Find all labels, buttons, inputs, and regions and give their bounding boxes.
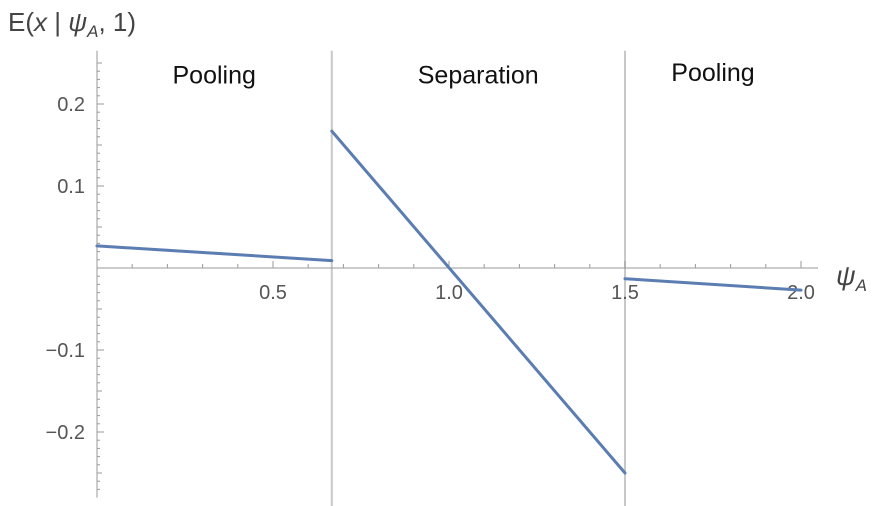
region-label-3: Pooling bbox=[671, 59, 754, 87]
x-axis-label: ψA bbox=[836, 261, 867, 295]
x-tick-label: 1.5 bbox=[611, 282, 639, 304]
series-line-1 bbox=[95, 244, 334, 263]
y-tick-label: −0.2 bbox=[46, 422, 85, 444]
y-tick-label: 0.1 bbox=[57, 176, 85, 198]
x-tick-label: 1.0 bbox=[435, 282, 463, 304]
x-tick-label: 0.5 bbox=[259, 282, 287, 304]
series-line-2 bbox=[330, 129, 627, 475]
region-label-2: Separation bbox=[418, 62, 539, 90]
region-label-1: Pooling bbox=[173, 62, 256, 90]
x-tick-label: 2.0 bbox=[787, 282, 815, 304]
y-axis-label: E(x | ψA, 1) bbox=[8, 7, 136, 41]
y-tick-label: −0.1 bbox=[46, 340, 85, 362]
y-tick-label: 0.2 bbox=[57, 94, 85, 116]
series-line-3 bbox=[623, 277, 803, 292]
